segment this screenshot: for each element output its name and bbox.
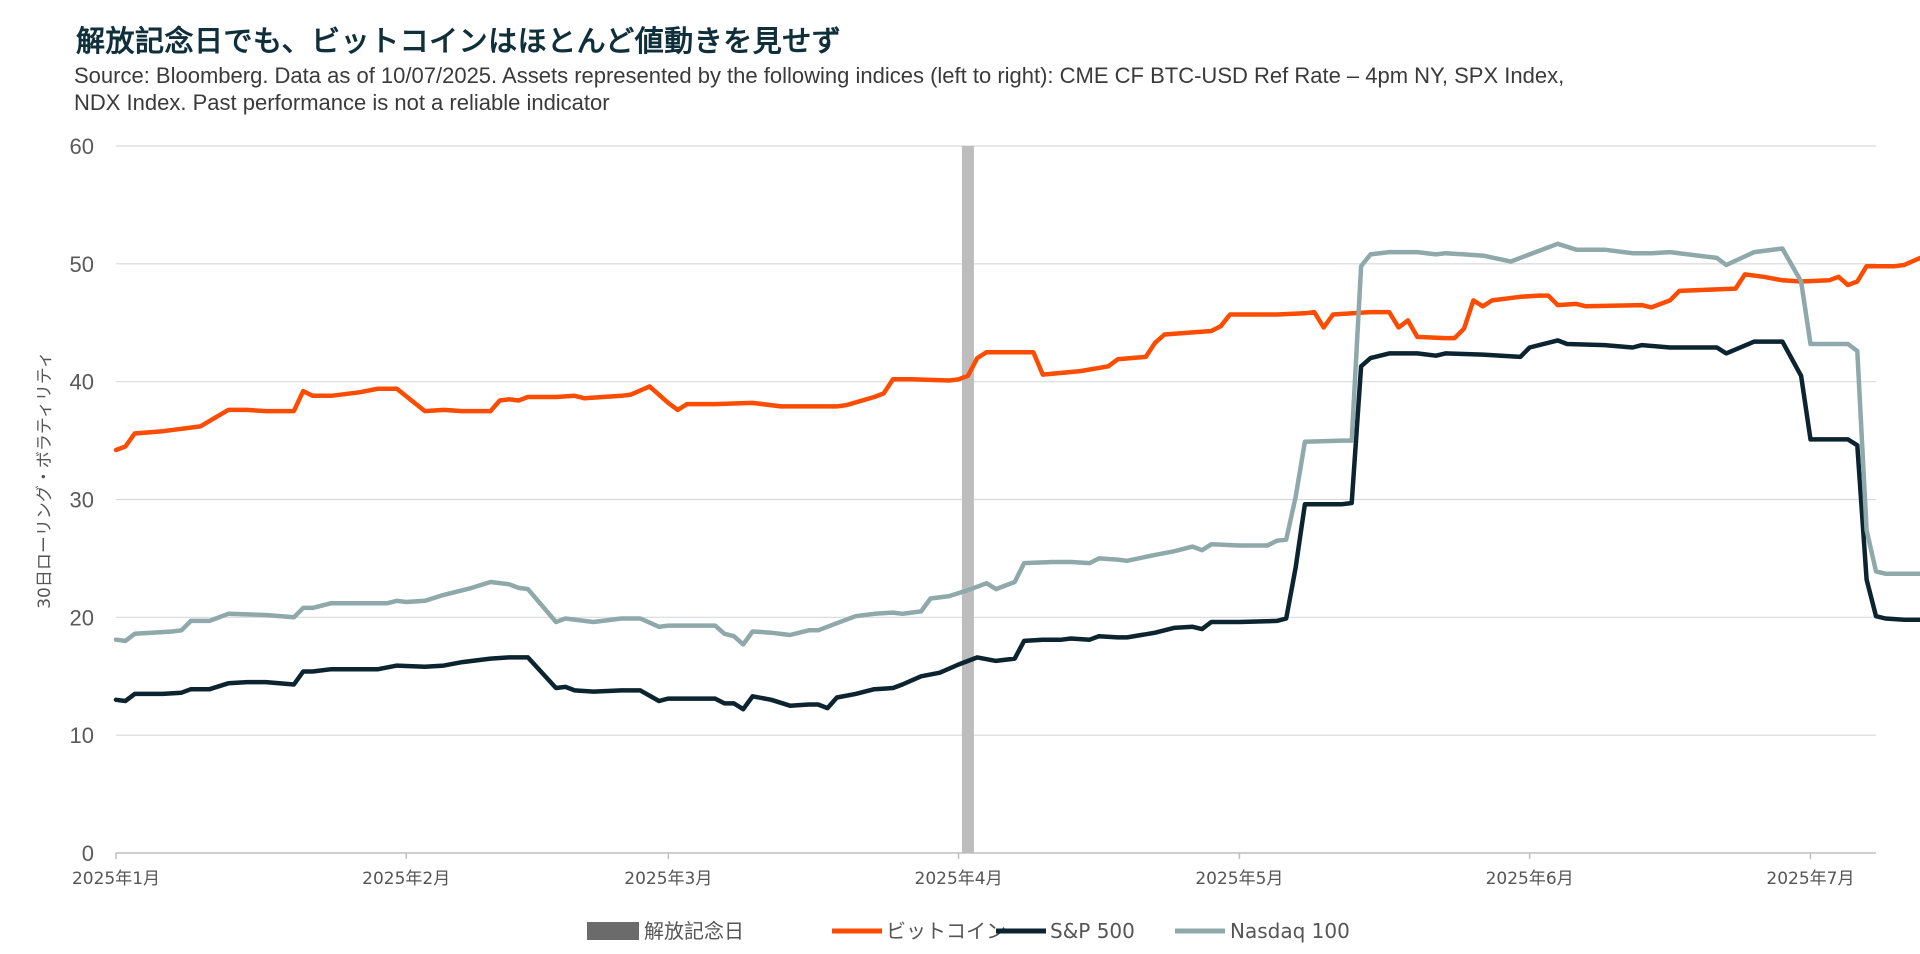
y-tick-label: 10 bbox=[70, 723, 94, 748]
y-axis-label: 30日ローリング・ボラティリティ bbox=[35, 351, 55, 609]
legend-label-1: S&P 500 bbox=[1050, 919, 1135, 943]
x-tick-label: 2025年6月 bbox=[1486, 869, 1574, 889]
y-tick-label: 50 bbox=[70, 252, 94, 277]
x-tick-label: 2025年5月 bbox=[1195, 869, 1283, 889]
x-tick-label: 2025年7月 bbox=[1766, 869, 1854, 889]
y-tick-label: 20 bbox=[70, 605, 94, 630]
x-axis: 2025年1月 2025年2月 2025年3月 2025年4月 2025年5月 2025年… bbox=[72, 852, 1876, 889]
gridlines bbox=[116, 145, 1876, 736]
series-line-1 bbox=[113, 338, 1920, 712]
series-lines bbox=[113, 241, 1920, 712]
legend: 解放記念日 ビットコイン S&P 500 Nasdaq 100 bbox=[587, 919, 1350, 943]
event-band bbox=[961, 146, 974, 853]
event-band-group bbox=[961, 146, 974, 853]
chart-subtitle: Source: Bloomberg. Data as of 10/07/2025… bbox=[74, 63, 1565, 115]
legend-label-2: Nasdaq 100 bbox=[1230, 919, 1350, 943]
x-tick-label: 2025年2月 bbox=[362, 869, 450, 889]
chart-title: 解放記念日でも、ビットコインはほとんど値動きを見せず bbox=[76, 24, 842, 58]
series-line-2 bbox=[113, 241, 1920, 647]
y-tick-label: 60 bbox=[70, 134, 94, 159]
legend-label-event: 解放記念日 bbox=[644, 919, 744, 943]
y-tick-label: 0 bbox=[82, 841, 94, 866]
y-axis-ticks: 0 10 20 30 40 50 60 bbox=[70, 134, 94, 866]
x-tick-label: 2025年4月 bbox=[915, 869, 1003, 889]
y-tick-label: 30 bbox=[70, 488, 94, 513]
x-tick-label: 2025年1月 bbox=[72, 869, 160, 889]
legend-label-0: ビットコイン bbox=[886, 919, 1006, 943]
x-tick-label: 2025年3月 bbox=[624, 869, 712, 889]
legend-swatch-event bbox=[587, 922, 639, 940]
y-tick-label: 40 bbox=[70, 370, 94, 395]
series-line-0 bbox=[113, 255, 1920, 453]
